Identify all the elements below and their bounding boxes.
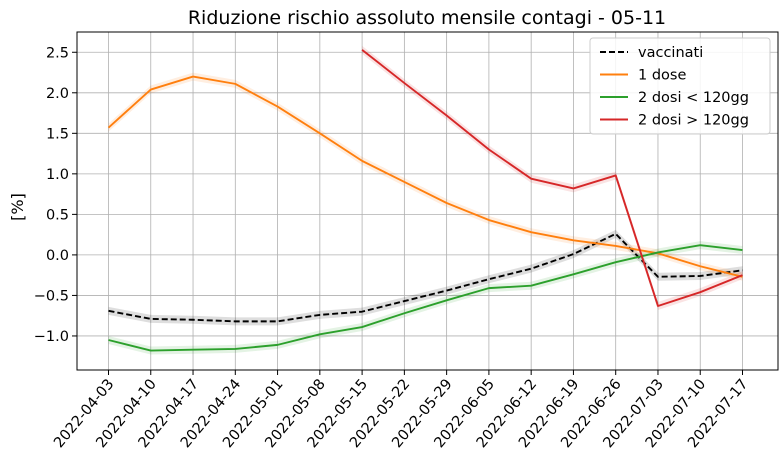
x-ticks: 2022-04-032022-04-102022-04-172022-04-24… [51,370,752,451]
series-line [361,49,743,307]
series-lines [107,49,743,352]
grid-layer [77,32,778,370]
legend-label: 2 dosi < 120gg [638,90,749,106]
y-axis-label: [%] [8,193,27,221]
y-tick-label: 0.0 [46,248,69,264]
legend-box [589,37,771,135]
y-ticks: 2.5 2.0 1.5 1.0 0.5 0.0 −0.5 −1.0 [34,45,77,345]
y-tick-label: 1.5 [46,126,69,142]
series-line [108,244,743,352]
legend: vaccinati 1 dose 2 dosi < 120gg 2 dosi > 12… [589,37,771,135]
legend-label: 1 dose [638,68,686,84]
y-tick-label: 0.5 [46,207,69,223]
y-tick-label: 1.0 [46,167,69,183]
plot-frame [76,31,779,371]
chart-title: Riduzione rischio assoluto mensile conta… [188,7,666,29]
legend-label: vaccinati [638,45,703,61]
y-tick-label: 2.5 [46,45,69,61]
y-tick-label: 2.0 [46,86,69,102]
series-line [108,232,743,323]
series-line [107,75,743,278]
confidence-band [108,229,743,326]
legend-label: 2 dosi > 120gg [638,113,749,129]
y-tick-label: −1.0 [34,329,69,345]
confidence-band [108,241,743,355]
y-tick-label: −0.5 [34,288,69,304]
